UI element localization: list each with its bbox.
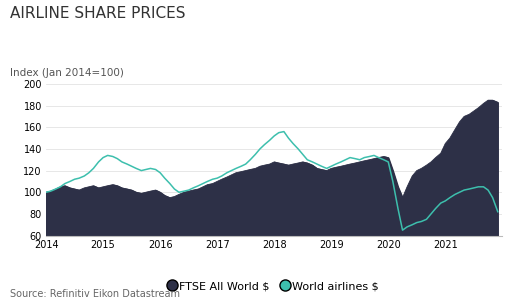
- Text: Source: Refinitiv Eikon Datastream: Source: Refinitiv Eikon Datastream: [10, 289, 180, 299]
- Text: AIRLINE SHARE PRICES: AIRLINE SHARE PRICES: [10, 6, 186, 21]
- Text: Index (Jan 2014=100): Index (Jan 2014=100): [10, 68, 124, 78]
- Legend: FTSE All World $, World airlines $: FTSE All World $, World airlines $: [164, 276, 383, 296]
